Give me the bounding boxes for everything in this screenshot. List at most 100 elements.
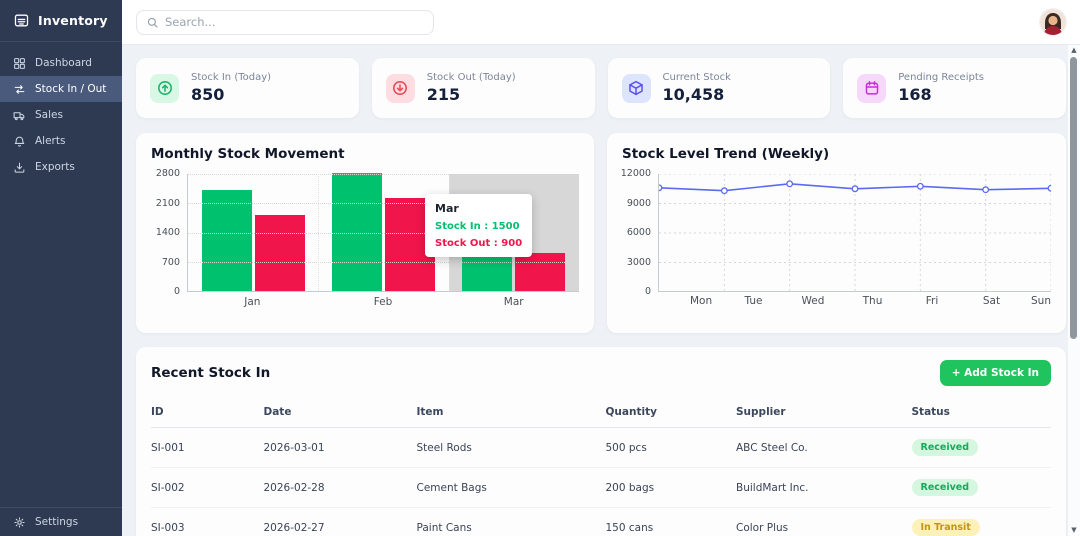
bar-chart-x-axis: Jan Feb Mar bbox=[187, 296, 579, 308]
cell-item: Paint Cans bbox=[416, 507, 606, 536]
search-icon bbox=[147, 17, 158, 27]
cell-item: Cement Bags bbox=[416, 467, 606, 508]
line-chart-y-axis: 0 3000 6000 9000 12000 bbox=[621, 168, 658, 297]
transfer-arrows-icon bbox=[14, 84, 25, 94]
y-tick-label: 2800 bbox=[155, 168, 180, 179]
bar-stock-in[interactable] bbox=[331, 173, 382, 291]
sidebar-item-label: Exports bbox=[35, 161, 75, 173]
data-point[interactable] bbox=[1047, 184, 1055, 192]
y-tick-label: 12000 bbox=[620, 168, 651, 179]
status-badge: Received bbox=[911, 439, 979, 456]
y-tick-label: 1400 bbox=[155, 227, 180, 238]
data-point[interactable] bbox=[720, 187, 728, 195]
app-title: Inventory bbox=[38, 13, 108, 28]
x-tick-label: Fri bbox=[925, 295, 939, 307]
gridline bbox=[188, 203, 579, 205]
main-area: Stock In (Today) 850 Stock Out (Today) 2… bbox=[122, 0, 1080, 536]
line-chart: 0 3000 6000 9000 12000 Mon Tue Wed Thu Fri Sat Sun bbox=[621, 168, 1055, 310]
sidebar: Inventory Dashboard Stock In / Out Sales… bbox=[0, 0, 122, 536]
scrollbar-thumb[interactable] bbox=[1070, 57, 1077, 339]
line-chart-svg bbox=[655, 173, 1055, 292]
bar-groups bbox=[188, 173, 579, 291]
search-box[interactable] bbox=[136, 9, 434, 35]
y-tick-label: 9000 bbox=[626, 197, 651, 209]
y-tick-label: 0 bbox=[173, 286, 180, 297]
bell-icon bbox=[14, 136, 25, 147]
table-row: SI-003 2026-02-27 Paint Cans 150 cans Color … bbox=[151, 507, 1051, 536]
sidebar-spacer bbox=[0, 180, 122, 507]
bar-stock-in[interactable] bbox=[201, 189, 252, 291]
stat-value: 850 bbox=[191, 85, 225, 104]
data-point[interactable] bbox=[851, 185, 859, 193]
cell-supplier: ABC Steel Co. bbox=[736, 427, 912, 468]
bar-chart-y-axis: 0 700 1400 2100 2800 bbox=[151, 168, 187, 297]
data-point[interactable] bbox=[916, 182, 924, 190]
user-avatar[interactable] bbox=[1040, 9, 1066, 35]
stat-card: Stock In (Today) 850 bbox=[136, 58, 359, 118]
table-header-row: ID Date Item Quantity Supplier Status bbox=[151, 399, 1051, 428]
bar-chart: 0 700 1400 2100 2800 Mar Stock In : 1500 Stoc… bbox=[151, 168, 579, 308]
bar-stock-out[interactable] bbox=[515, 253, 566, 291]
sidebar-item-label: Stock In / Out bbox=[35, 83, 107, 95]
stats-row: Stock In (Today) 850 Stock Out (Today) 2… bbox=[136, 58, 1066, 118]
cell-id: SI-001 bbox=[151, 427, 264, 468]
table-row: SI-001 2026-03-01 Steel Rods 500 pcs ABC Ste… bbox=[151, 427, 1051, 468]
cell-date: 2026-02-27 bbox=[263, 507, 417, 536]
bar-stock-out[interactable] bbox=[254, 215, 305, 291]
data-point[interactable] bbox=[655, 184, 663, 192]
data-point[interactable] bbox=[786, 180, 794, 188]
bar-chart-card: Monthly Stock Movement 0 700 1400 2100 2800 … bbox=[136, 133, 594, 333]
truck-icon bbox=[13, 111, 25, 120]
stat-label: Stock In (Today) bbox=[191, 72, 272, 83]
sidebar-item-label: Sales bbox=[35, 109, 63, 121]
gridline bbox=[188, 232, 579, 234]
chart-title: Stock Level Trend (Weekly) bbox=[622, 146, 830, 162]
stat-value: 10,458 bbox=[662, 85, 725, 104]
add-stock-in-button[interactable]: + Add Stock In bbox=[939, 360, 1051, 386]
cell-id: SI-002 bbox=[151, 467, 264, 508]
scrollbar-up-arrow[interactable]: ▲ bbox=[1071, 46, 1077, 54]
vertical-scrollbar[interactable]: ▲ ▼ bbox=[1068, 45, 1080, 536]
column-header: ID bbox=[151, 399, 264, 428]
recent-stock-in-card: Recent Stock In + Add Stock In ID Date Ite… bbox=[136, 347, 1066, 536]
sidebar-item-alerts[interactable]: Alerts bbox=[0, 128, 122, 154]
y-tick-label: 6000 bbox=[626, 227, 651, 238]
table-row: SI-002 2026-02-28 Cement Bags 200 bags Build… bbox=[151, 467, 1051, 508]
sidebar-item-sales[interactable]: Sales bbox=[0, 102, 122, 128]
gridline bbox=[188, 174, 579, 175]
data-point[interactable] bbox=[982, 186, 990, 194]
scrollbar-down-arrow[interactable]: ▼ bbox=[1071, 526, 1077, 534]
gear-icon bbox=[14, 516, 25, 528]
x-tick-label: Wed bbox=[801, 295, 825, 307]
bar-chart-plot: Mar Stock In : 1500 Stock Out : 900 bbox=[187, 173, 579, 292]
topbar bbox=[122, 0, 1080, 45]
sidebar-item-exports[interactable]: Exports bbox=[0, 154, 122, 180]
status-badge: In Transit bbox=[911, 519, 980, 536]
column-header: Date bbox=[263, 399, 417, 428]
search-input[interactable] bbox=[165, 15, 423, 29]
x-tick-label: Thu bbox=[862, 295, 883, 307]
stock-in-table: ID Date Item Quantity Supplier Status SI-001 2… bbox=[151, 399, 1051, 536]
bar-group-jan[interactable] bbox=[188, 174, 318, 291]
y-tick-label: 2100 bbox=[155, 197, 180, 209]
sidebar-item-label: Dashboard bbox=[35, 57, 92, 69]
sidebar-item-label: Alerts bbox=[35, 135, 66, 147]
sidebar-item-dashboard[interactable]: Dashboard bbox=[0, 50, 122, 76]
sidebar-item-stock-in-out[interactable]: Stock In / Out bbox=[0, 76, 122, 102]
x-tick-label: Mar bbox=[503, 296, 524, 308]
y-tick-label: 0 bbox=[644, 286, 651, 297]
dashboard-content: Stock In (Today) 850 Stock Out (Today) 2… bbox=[122, 45, 1080, 536]
stat-value: 168 bbox=[898, 85, 932, 104]
cell-supplier: BuildMart Inc. bbox=[736, 467, 912, 508]
sidebar-item-settings[interactable]: Settings bbox=[0, 507, 122, 536]
avatar-image bbox=[1040, 9, 1066, 35]
table-title: Recent Stock In bbox=[151, 365, 271, 381]
column-header: Quantity bbox=[605, 399, 736, 428]
column-header: Status bbox=[911, 399, 1051, 428]
sidebar-item-label: Settings bbox=[35, 516, 79, 528]
stat-card: Stock Out (Today) 215 bbox=[371, 58, 595, 118]
chart-tooltip: Mar Stock In : 1500 Stock Out : 900 bbox=[425, 194, 533, 257]
x-tick-label: Tue bbox=[744, 295, 763, 307]
cell-date: 2026-02-28 bbox=[263, 467, 417, 508]
stat-value: 215 bbox=[426, 85, 461, 104]
